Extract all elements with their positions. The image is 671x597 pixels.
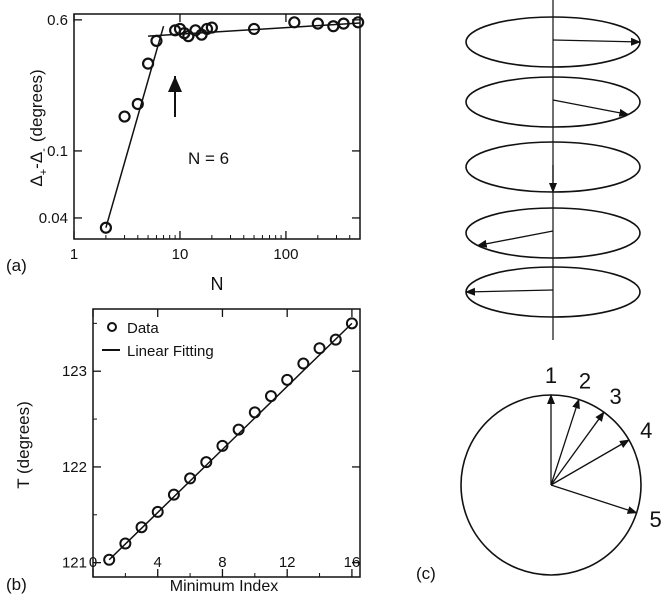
panel-b-ylabel: T (degrees)	[14, 401, 33, 489]
panel-a-point	[247, 22, 261, 36]
panel-b-point	[103, 553, 116, 566]
panel-b-xtick-label: 4	[154, 554, 162, 571]
phase-arrow-label: 3	[610, 384, 622, 409]
phase-arrow-label: 2	[579, 368, 591, 393]
panel-a-point	[141, 57, 155, 70]
panel-a-point	[131, 97, 144, 111]
panel-b-xtick-label: 16	[344, 554, 361, 571]
panel-a-xlabel: N	[211, 274, 224, 294]
panel-b-point	[232, 423, 245, 436]
panel-a-data-points	[99, 16, 365, 234]
panel-b-point	[248, 406, 261, 419]
panel-b-point	[151, 505, 164, 518]
panel-b-data-points	[103, 317, 358, 566]
panel-b-point	[216, 439, 229, 452]
panel-b-point	[135, 521, 148, 534]
panel-a-point	[99, 221, 112, 234]
panel-a-ytick-label: 0.04	[39, 210, 68, 227]
panel-a-point	[182, 30, 195, 43]
ring-ellipse	[465, 207, 641, 259]
panel-a-ytick-label: 0.1	[47, 143, 68, 160]
panel-a: 1 10 100 0.04 0.1 0.6 Δ+-Δ- (degrees) N (a) N …	[6, 12, 365, 294]
panel-b-ytick-label: 122	[62, 459, 87, 476]
panel-a-point	[288, 16, 301, 29]
panel-b-point	[167, 488, 180, 501]
panel-b-point	[265, 390, 277, 403]
panel-b-xtick-label: 12	[279, 554, 296, 571]
panel-a-point	[118, 110, 131, 123]
phase-circle-arrows: 1 234 5	[545, 363, 662, 532]
annotation-label: N = 6	[188, 149, 229, 168]
legend-fit-label: Linear Fitting	[127, 343, 214, 360]
panel-b-point	[184, 472, 197, 485]
panel-b-point	[200, 456, 213, 469]
panel-a-fit-line	[105, 26, 165, 228]
phase-arrow-label: 4	[640, 418, 652, 443]
panel-a-xtick-label: 100	[273, 246, 298, 263]
panel-b-label: (b)	[6, 575, 27, 594]
panel-a-frame	[73, 13, 361, 240]
panel-a-ylabel-mid: -Δ	[27, 152, 46, 169]
panel-b-point	[297, 357, 310, 370]
ring-spin-arrow	[552, 99, 630, 117]
ring-spin-arrow	[465, 287, 554, 296]
panel-b-point	[329, 333, 342, 346]
panel-a-ylabel: Δ+-Δ- (degrees)	[27, 69, 50, 186]
phase-arrow-label: 5	[649, 507, 661, 532]
panel-b-point	[281, 373, 294, 386]
panel-b-point	[345, 317, 358, 330]
panel-b-point	[119, 537, 132, 550]
phase-arrow	[550, 398, 580, 486]
phase-arrow	[550, 439, 630, 486]
panel-b-frame	[92, 308, 361, 578]
panel-b-ytick-label: 121	[62, 555, 87, 572]
panel-a-ylabel-main: Δ	[27, 175, 46, 186]
panel-a-xtick-label: 1	[70, 246, 78, 263]
panel-a-point	[327, 20, 340, 33]
legend-data-marker	[107, 322, 117, 332]
phase-arrow	[550, 484, 638, 514]
panel-b-xtick-label: 8	[218, 554, 226, 571]
panel-a-ylabel-unit: (degrees)	[27, 69, 46, 142]
panel-b-point	[313, 342, 326, 355]
ring-spin-arrow	[552, 37, 641, 46]
panel-a-ylabel-sub1: +	[38, 169, 50, 175]
panel-c: 1 234 5 (c)	[416, 0, 662, 583]
panel-a-point	[205, 21, 218, 34]
panel-a-label: (a)	[6, 256, 27, 275]
legend-data-label: Data	[127, 320, 159, 337]
phase-arrow-label: 1	[545, 363, 557, 388]
panel-a-point	[352, 16, 365, 29]
ring-ellipse	[465, 76, 641, 128]
panel-b-fit-segment	[108, 322, 353, 561]
panel-b-fit-line	[108, 322, 353, 561]
diagram-rings	[465, 16, 641, 318]
panel-a-ticks: 1 10 100 0.04 0.1 0.6	[39, 12, 361, 263]
panel-b-ytick-label: 123	[62, 363, 87, 380]
panel-a-fit-lines	[105, 22, 361, 228]
panel-a-point	[337, 17, 350, 30]
panel-a-point	[311, 17, 324, 30]
panel-a-ytick-label: 0.6	[47, 12, 68, 29]
ring-spin-arrow	[476, 230, 554, 248]
panel-a-ylabel-sub2: -	[38, 148, 50, 152]
panel-a-point	[150, 34, 163, 47]
panel-a-xtick-label: 10	[172, 246, 189, 263]
phase-arrow	[550, 411, 605, 486]
panel-c-label: (c)	[416, 564, 436, 583]
panel-b-xlabel: Minimum Index	[170, 578, 278, 595]
